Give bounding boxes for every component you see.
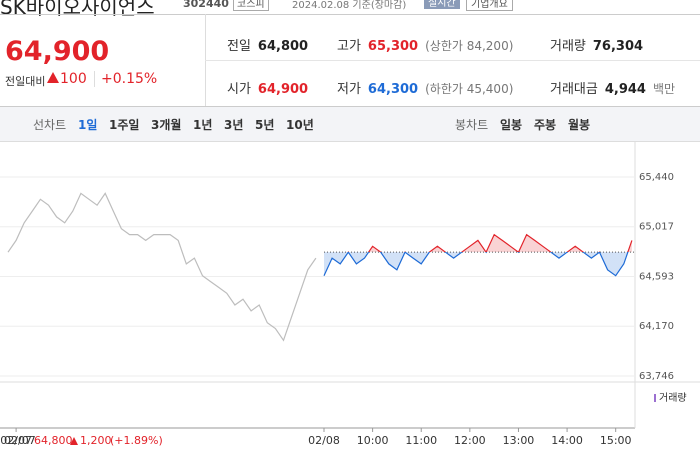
candle-tab[interactable]: 주봉 — [534, 118, 557, 132]
period-tab[interactable]: 3개월 — [151, 118, 182, 132]
change-rate: +0.15% — [94, 71, 157, 87]
y-tick-label: 65,017 — [639, 222, 674, 233]
period-tab[interactable]: 1주일 — [109, 118, 140, 132]
current-price: 64,900 — [5, 36, 110, 67]
volume-legend-mark — [654, 394, 656, 402]
quote-label: 거래량 — [550, 39, 586, 54]
change: 100 — [47, 71, 87, 87]
quote-label: 고가 — [337, 39, 361, 54]
quote-value: 65,300 — [367, 39, 419, 54]
quote-cell: 전일 64,800 — [227, 35, 308, 55]
period-tab[interactable]: 1년 — [193, 118, 213, 132]
volume-label: 거래량 — [659, 392, 687, 404]
period-tab[interactable]: 5년 — [255, 118, 275, 132]
quote-value: 76,304 — [592, 39, 644, 54]
up-arrow — [70, 437, 78, 445]
x-tick-label: 14:00 — [551, 434, 583, 447]
quote-cell: 시가 64,900 — [227, 78, 308, 98]
candle-tab[interactable]: 일봉 — [500, 118, 523, 132]
divider — [205, 60, 700, 61]
x-tick-label: 10:00 — [357, 434, 389, 447]
footer-change: 1,200 — [80, 434, 112, 447]
stock-code: 302440 — [183, 0, 229, 10]
period-tab[interactable]: 10년 — [286, 118, 314, 132]
x-tick-label: 02/07 — [0, 434, 32, 447]
quote-value: 64,800 — [257, 39, 309, 54]
realtime-badge[interactable]: 실시간 — [424, 0, 460, 9]
quote-value: 64,900 — [257, 82, 309, 97]
y-tick-label: 65,440 — [639, 172, 674, 183]
x-tick-label: 12:00 — [454, 434, 486, 447]
footer-price: 64,800 — [34, 434, 73, 447]
footer-rate: (+1.89%) — [110, 434, 163, 447]
x-tick-label: 15:00 — [600, 434, 632, 447]
change-label: 전일대비 — [5, 75, 46, 88]
quote-cell: 저가 64,300 (하한가 45,400) — [337, 78, 513, 98]
quote-value: 4,944 — [604, 82, 646, 97]
tab-bar — [0, 106, 700, 142]
chart-type-tab[interactable]: 선차트 — [33, 118, 67, 132]
candle-tab[interactable]: 월봉 — [568, 118, 591, 132]
quote-value: 64,300 — [367, 82, 419, 97]
y-tick-label: 63,746 — [639, 371, 674, 382]
period-tab[interactable]: 1일 — [78, 118, 98, 132]
divider — [0, 14, 700, 15]
market-badge: 코스피 — [233, 0, 269, 11]
quote-note: (상한가 84,200) — [425, 39, 514, 53]
quote-label: 거래대금 — [550, 82, 598, 97]
footer-date: 02/07 — [4, 434, 36, 447]
x-tick-label: 02/08 — [308, 434, 340, 447]
date: 2024.02.08 기준(장마감) — [292, 0, 407, 11]
change-area — [324, 234, 632, 276]
quote-label: 전일 — [227, 39, 251, 54]
change-value: 100 — [60, 71, 87, 87]
price-line — [323, 233, 633, 277]
quote-label: 저가 — [337, 82, 361, 97]
x-tick-label: 13:00 — [503, 434, 535, 447]
quote-cell: 고가 65,300 (상한가 84,200) — [337, 35, 513, 55]
x-tick-label: 11:00 — [405, 434, 437, 447]
company-button[interactable]: 기업개요 — [466, 0, 513, 11]
y-tick-label: 64,170 — [639, 321, 674, 332]
price-line — [7, 192, 317, 342]
period-tab[interactable]: 3년 — [224, 118, 244, 132]
quote-cell: 거래량 76,304 — [550, 35, 643, 55]
chart-type-tab[interactable]: 봉차트 — [455, 118, 489, 132]
y-tick-label: 64,593 — [639, 272, 674, 283]
quote-label: 시가 — [227, 82, 251, 97]
quote-cell: 거래대금 4,944 백만 — [550, 78, 675, 98]
up-arrow — [47, 72, 59, 83]
quote-note: 백만 — [652, 82, 676, 96]
quote-note: (하한가 45,400) — [425, 82, 514, 96]
